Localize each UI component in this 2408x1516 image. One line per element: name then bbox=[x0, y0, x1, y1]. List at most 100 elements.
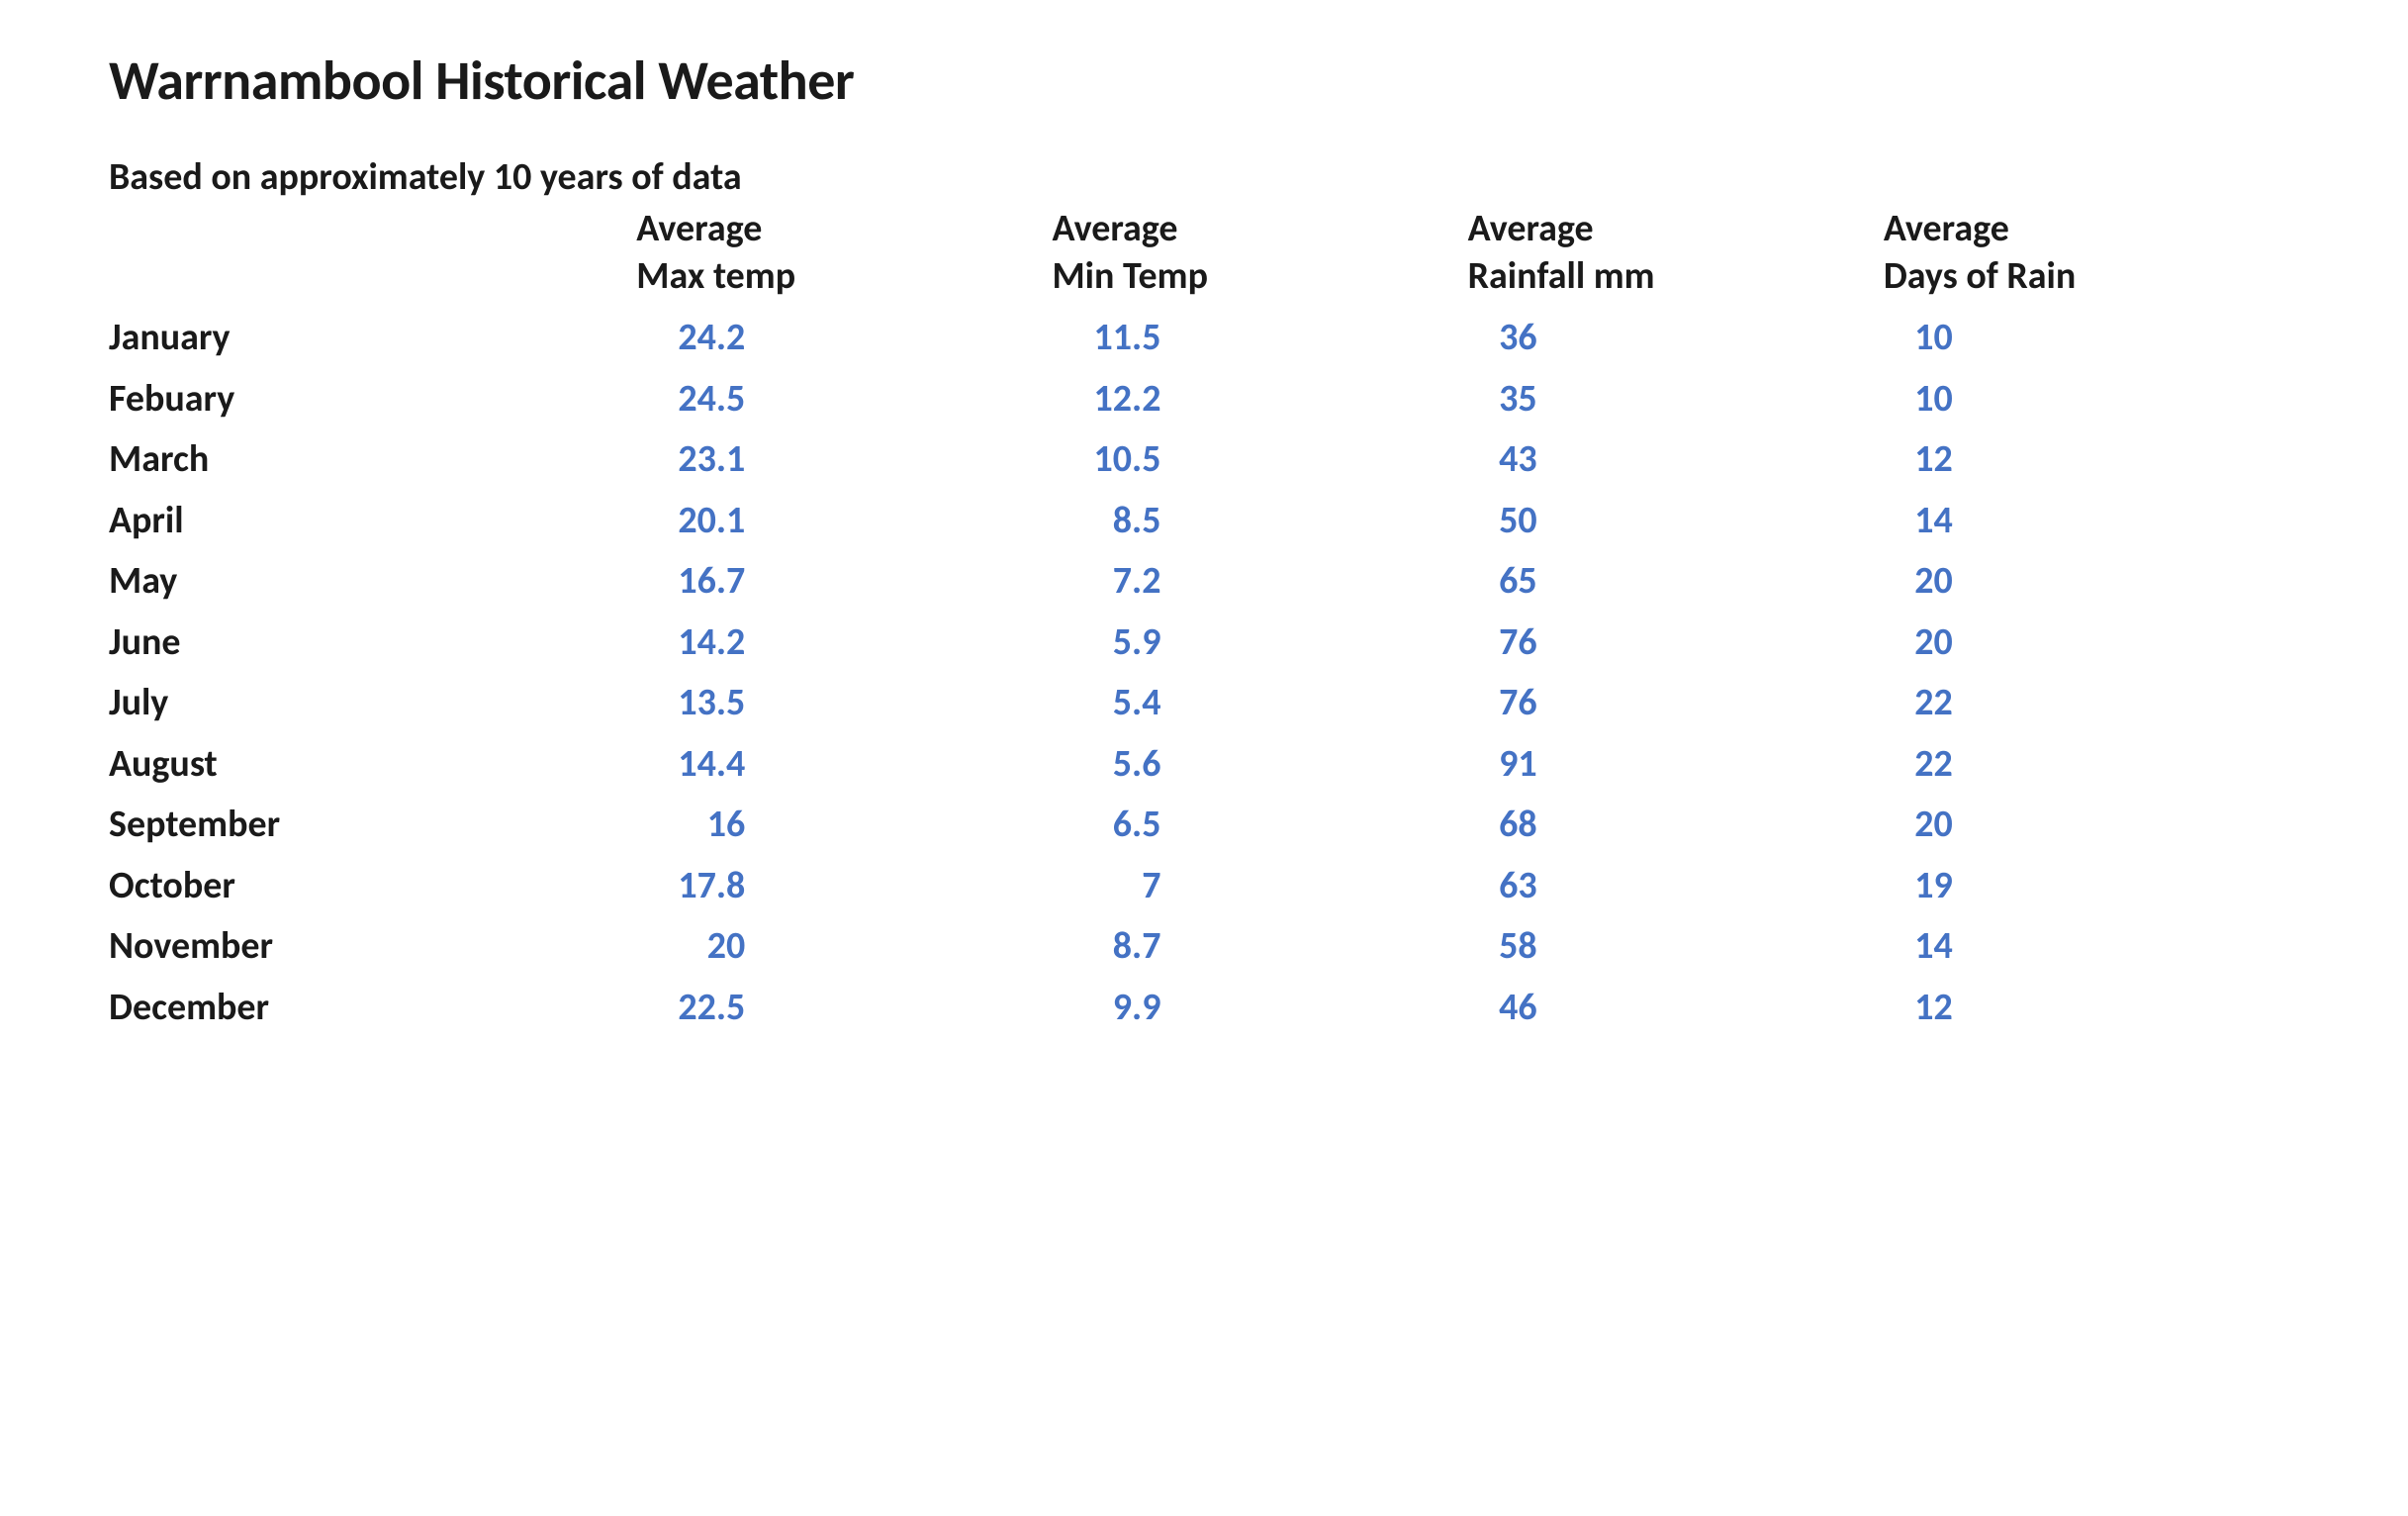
cell-rainfall: 76 bbox=[1468, 613, 1884, 674]
cell-min-temp: 9.9 bbox=[1052, 978, 1467, 1039]
cell-value: 10.5 bbox=[1052, 429, 1160, 491]
cell-value: 10 bbox=[1884, 308, 1953, 369]
cell-max-temp: 24.5 bbox=[636, 369, 1052, 430]
cell-raindays: 19 bbox=[1884, 856, 2299, 917]
cell-raindays: 20 bbox=[1884, 613, 2299, 674]
cell-month: July bbox=[109, 673, 636, 734]
col-header-line: Average bbox=[636, 206, 1052, 253]
cell-value: 5.9 bbox=[1052, 613, 1160, 674]
col-header-max-temp: Average Max temp bbox=[636, 206, 1052, 308]
col-header-line: Average bbox=[1052, 206, 1467, 253]
cell-value: 7 bbox=[1052, 856, 1160, 917]
cell-value: 14 bbox=[1884, 916, 1953, 978]
cell-value: 22.5 bbox=[636, 978, 745, 1039]
cell-value: 5.6 bbox=[1052, 734, 1160, 796]
table-row: January24.211.5 36 10 bbox=[109, 308, 2299, 369]
cell-min-temp: 7 bbox=[1052, 856, 1467, 917]
cell-rainfall: 68 bbox=[1468, 795, 1884, 856]
cell-rainfall: 36 bbox=[1468, 308, 1884, 369]
cell-min-temp: 5.4 bbox=[1052, 673, 1467, 734]
col-header-line: Days of Rain bbox=[1884, 253, 2299, 301]
cell-value: 20.1 bbox=[636, 491, 745, 552]
table-row: September166.56820 bbox=[109, 795, 2299, 856]
cell-value: 20 bbox=[1884, 551, 1953, 613]
subtitle: Based on approximately 10 years of data bbox=[109, 154, 2299, 200]
cell-raindays: 12 bbox=[1884, 429, 2299, 491]
cell-value: 76 bbox=[1468, 673, 1537, 734]
cell-raindays: 20 bbox=[1884, 551, 2299, 613]
cell-month: Febuary bbox=[109, 369, 636, 430]
table-row: November208.7 58 14 bbox=[109, 916, 2299, 978]
table-row: June14.25.97620 bbox=[109, 613, 2299, 674]
cell-value: 11.5 bbox=[1052, 308, 1160, 369]
cell-value: 8.7 bbox=[1052, 916, 1160, 978]
cell-raindays: 10 bbox=[1884, 369, 2299, 430]
cell-max-temp: 14.4 bbox=[636, 734, 1052, 796]
cell-max-temp: 16.7 bbox=[636, 551, 1052, 613]
col-header-line: Average bbox=[1468, 206, 1884, 253]
cell-month: November bbox=[109, 916, 636, 978]
cell-value: 46 bbox=[1468, 978, 1537, 1039]
col-header-rainfall: Average Rainfall mm bbox=[1468, 206, 1884, 308]
cell-rainfall: 91 bbox=[1468, 734, 1884, 796]
cell-value: 50 bbox=[1468, 491, 1537, 552]
cell-value: 36 bbox=[1468, 308, 1537, 369]
cell-min-temp: 7.2 bbox=[1052, 551, 1467, 613]
cell-max-temp: 20.1 bbox=[636, 491, 1052, 552]
cell-max-temp: 17.8 bbox=[636, 856, 1052, 917]
cell-value: 22 bbox=[1884, 673, 1953, 734]
cell-rainfall: 43 bbox=[1468, 429, 1884, 491]
cell-value: 14.2 bbox=[636, 613, 745, 674]
cell-value: 14 bbox=[1884, 491, 1953, 552]
cell-value: 22 bbox=[1884, 734, 1953, 796]
table-row: May16.77.265 20 bbox=[109, 551, 2299, 613]
cell-value: 12.2 bbox=[1052, 369, 1160, 430]
cell-value: 76 bbox=[1468, 613, 1537, 674]
cell-value: 91 bbox=[1468, 734, 1537, 796]
cell-value: 9.9 bbox=[1052, 978, 1160, 1039]
table-row: March23.110.5 43 12 bbox=[109, 429, 2299, 491]
table-row: October17.876319 bbox=[109, 856, 2299, 917]
cell-month: December bbox=[109, 978, 636, 1039]
cell-min-temp: 10.5 bbox=[1052, 429, 1467, 491]
cell-rainfall: 46 bbox=[1468, 978, 1884, 1039]
cell-raindays: 22 bbox=[1884, 673, 2299, 734]
cell-month: September bbox=[109, 795, 636, 856]
cell-value: 13.5 bbox=[636, 673, 745, 734]
weather-table-body: January24.211.53610Febuary24.512.23510Ma… bbox=[109, 308, 2299, 1039]
table-row: Febuary24.5 12.2 3510 bbox=[109, 369, 2299, 430]
cell-raindays: 14 bbox=[1884, 916, 2299, 978]
table-header-row: Average Max temp Average Min Temp Averag… bbox=[109, 206, 2299, 308]
col-header-line: Min Temp bbox=[1052, 253, 1467, 301]
cell-value: 12 bbox=[1884, 429, 1953, 491]
cell-value: 14.4 bbox=[636, 734, 745, 796]
cell-value: 58 bbox=[1468, 916, 1537, 978]
table-row: April20.18.55014 bbox=[109, 491, 2299, 552]
cell-max-temp: 13.5 bbox=[636, 673, 1052, 734]
col-header-line: Max temp bbox=[636, 253, 1052, 301]
cell-month: May bbox=[109, 551, 636, 613]
cell-max-temp: 23.1 bbox=[636, 429, 1052, 491]
cell-value: 65 bbox=[1468, 551, 1537, 613]
cell-value: 24.5 bbox=[636, 369, 745, 430]
cell-value: 43 bbox=[1468, 429, 1537, 491]
cell-value: 20 bbox=[1884, 613, 1953, 674]
cell-min-temp: 5.6 bbox=[1052, 734, 1467, 796]
cell-min-temp: 12.2 bbox=[1052, 369, 1467, 430]
cell-value: 19 bbox=[1884, 856, 1953, 917]
cell-value: 20 bbox=[1884, 795, 1953, 856]
cell-month: March bbox=[109, 429, 636, 491]
col-header-raindays: Average Days of Rain bbox=[1884, 206, 2299, 308]
cell-rainfall: 65 bbox=[1468, 551, 1884, 613]
cell-rainfall: 63 bbox=[1468, 856, 1884, 917]
cell-month: August bbox=[109, 734, 636, 796]
cell-raindays: 22 bbox=[1884, 734, 2299, 796]
cell-month: April bbox=[109, 491, 636, 552]
cell-month: January bbox=[109, 308, 636, 369]
cell-rainfall: 35 bbox=[1468, 369, 1884, 430]
cell-rainfall: 50 bbox=[1468, 491, 1884, 552]
cell-max-temp: 20 bbox=[636, 916, 1052, 978]
cell-value: 68 bbox=[1468, 795, 1537, 856]
cell-max-temp: 24.2 bbox=[636, 308, 1052, 369]
cell-rainfall: 76 bbox=[1468, 673, 1884, 734]
